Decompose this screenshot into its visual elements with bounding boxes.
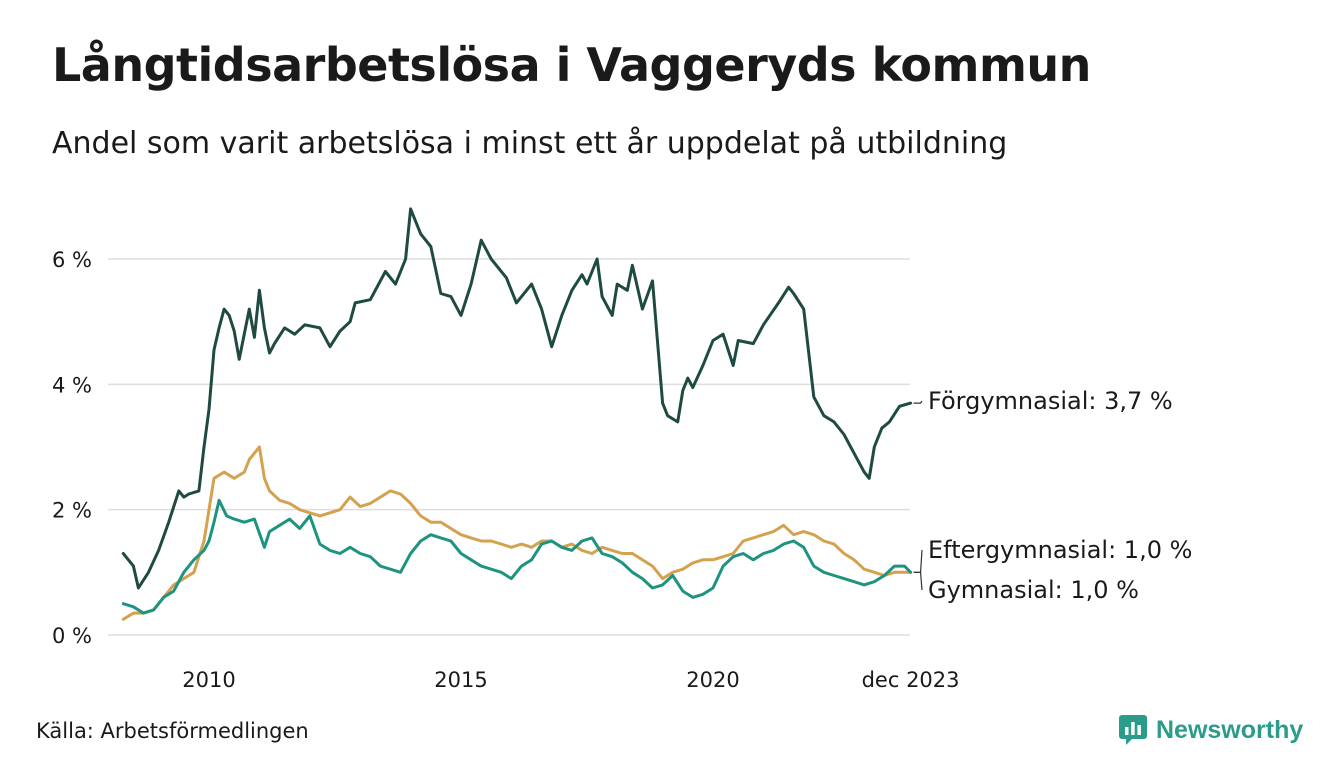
y-tick-label: 2 % [52, 499, 92, 523]
x-tick-label: 2020 [686, 668, 739, 692]
y-tick-label: 6 % [52, 248, 92, 272]
end-label: Eftergymnasial: 1,0 % [928, 536, 1192, 564]
series-line-gymnasial [121, 498, 913, 615]
source-credit: Källa: Arbetsförmedlingen [36, 719, 309, 743]
brand-logo[interactable]: Newsworthy [1118, 713, 1303, 747]
end-label: Förgymnasial: 3,7 % [928, 387, 1173, 415]
series-line-eftergymnasial [121, 445, 913, 621]
x-tick-label: 2010 [182, 668, 235, 692]
series-line-förgymnasial [121, 207, 913, 590]
y-tick-label: 4 % [52, 373, 92, 397]
end-label-leader [913, 549, 923, 573]
x-tick-label: dec 2023 [862, 668, 960, 692]
end-label: Gymnasial: 1,0 % [928, 576, 1139, 604]
end-label-leader [913, 400, 923, 404]
y-tick-label: 0 % [52, 624, 92, 648]
x-tick-label: 2015 [434, 668, 487, 692]
newsworthy-logo-icon [1119, 715, 1147, 745]
chart-subtitle: Andel som varit arbetslösa i minst ett å… [52, 126, 1008, 161]
end-label-leader [913, 571, 923, 591]
brand-name: Newsworthy [1156, 715, 1304, 744]
chart-title: Långtidsarbetslösa i Vaggeryds kommun [52, 38, 1091, 92]
